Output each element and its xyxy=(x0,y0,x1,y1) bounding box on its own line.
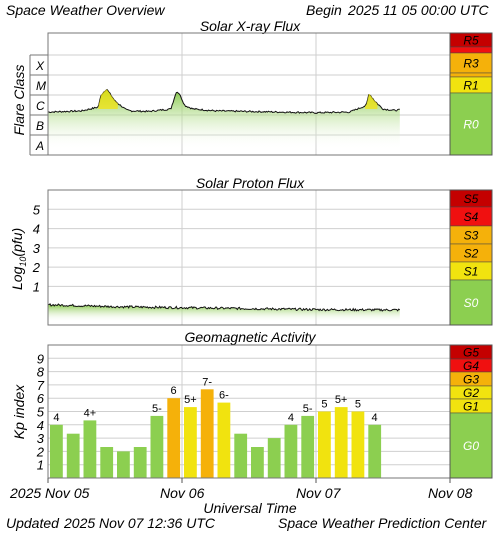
kp-tick-6: 6 xyxy=(37,391,45,406)
xray-layer xyxy=(48,90,400,150)
kp-tick-9: 9 xyxy=(37,351,44,366)
s-scale-s5: S5 xyxy=(464,192,479,206)
kp-bar xyxy=(268,438,281,478)
kp-bar xyxy=(151,416,164,478)
kp-tick-5: 5 xyxy=(37,405,45,420)
x-tick-nov08: Nov 08 xyxy=(428,486,472,500)
proton-tick-2: 2 xyxy=(32,260,41,275)
s-scale-s1: S1 xyxy=(464,265,479,279)
proton-tick-5: 5 xyxy=(33,202,41,217)
r-scale-r1: R1 xyxy=(463,79,478,93)
g-scale-g3: G3 xyxy=(463,373,479,387)
kp-bar xyxy=(134,447,147,478)
x-tick-nov06: Nov 06 xyxy=(160,486,204,500)
kp-tick-4: 4 xyxy=(37,418,44,433)
kp-bar xyxy=(84,420,97,478)
g-scale-g0: G0 xyxy=(463,439,479,453)
xray-class-m: M xyxy=(36,79,46,93)
kp-bar-label: 5+ xyxy=(335,394,348,406)
kp-layer: 4 4+ 5-65+7-6-45- 5 5+ 54 xyxy=(50,376,381,478)
kp-bar-label: 5 xyxy=(321,399,327,411)
kp-tick-1: 1 xyxy=(37,458,44,473)
xray-class-a: A xyxy=(35,139,44,153)
kp-bar-label: 5- xyxy=(303,403,313,415)
kp-tick-2: 2 xyxy=(36,444,45,459)
kp-tick-8: 8 xyxy=(37,365,45,380)
kp-bar xyxy=(67,434,80,478)
kp-bar-label: 5- xyxy=(152,403,162,415)
updated-value: 2025 Nov 07 12:36 UTC xyxy=(64,516,215,530)
kp-bar xyxy=(285,425,298,478)
kp-bar xyxy=(251,447,264,478)
g-scale-g4: G4 xyxy=(463,359,479,373)
xray-class-c: C xyxy=(36,99,45,113)
kp-bar-label: 4 xyxy=(372,412,378,424)
kp-bar xyxy=(318,412,331,479)
xray-class-x: X xyxy=(35,59,45,73)
x-tick-nov07: Nov 07 xyxy=(296,486,340,500)
proton-tick-4: 4 xyxy=(33,222,40,237)
source-label: Space Weather Prediction Center xyxy=(278,516,486,530)
r-scale-r0: R0 xyxy=(463,118,479,132)
g-scale-g1: G1 xyxy=(463,400,479,414)
kp-bar xyxy=(50,425,63,478)
r-scale-r5: R5 xyxy=(463,34,479,48)
kp-tick-3: 3 xyxy=(37,431,45,446)
xray-flare-highlight xyxy=(98,90,118,109)
kp-bar xyxy=(301,416,314,478)
kp-bar-label: 6- xyxy=(219,390,229,402)
kp-bar-label: 4 xyxy=(288,412,294,424)
kp-bar-label: 4+ xyxy=(84,407,97,419)
kp-bar xyxy=(117,451,130,478)
kp-bar xyxy=(352,412,365,479)
kp-bar-label: 4 xyxy=(53,412,59,424)
kp-bar xyxy=(184,407,197,478)
proton-tick-3: 3 xyxy=(33,241,41,256)
kp-bar-label: 6 xyxy=(171,385,177,397)
kp-bar xyxy=(218,403,231,478)
s-scale-s0: S0 xyxy=(464,296,479,310)
kp-bar xyxy=(234,434,247,478)
kp-bar xyxy=(167,398,180,478)
x-axis-label: Universal Time xyxy=(0,501,500,515)
kp-bar-label: 7- xyxy=(202,376,212,388)
panel-frame xyxy=(48,190,450,325)
g-scale-g2: G2 xyxy=(463,386,479,400)
kp-bar-label: 5 xyxy=(355,399,361,411)
kp-bar xyxy=(335,407,348,478)
x-tick-nov05: 2025 Nov 05 xyxy=(10,486,89,500)
s-scale-s2: S2 xyxy=(464,247,479,261)
g-scale-g5: G5 xyxy=(463,346,479,360)
s-scale-s3: S3 xyxy=(464,229,479,243)
s-scale-s4: S4 xyxy=(464,210,479,224)
r-scale-box xyxy=(450,73,492,77)
kp-tick-7: 7 xyxy=(37,378,45,393)
updated-label: Updated xyxy=(6,516,59,530)
r-scale-r3: R3 xyxy=(463,57,479,71)
kp-bar xyxy=(201,389,214,478)
xray-class-b: B xyxy=(36,119,44,133)
proton-tick-1: 1 xyxy=(33,279,40,294)
kp-bar-label: 5+ xyxy=(184,394,197,406)
kp-bar xyxy=(368,425,381,478)
kp-bar xyxy=(100,447,113,478)
r-scale-box xyxy=(450,47,492,53)
proton-layer xyxy=(48,304,400,322)
